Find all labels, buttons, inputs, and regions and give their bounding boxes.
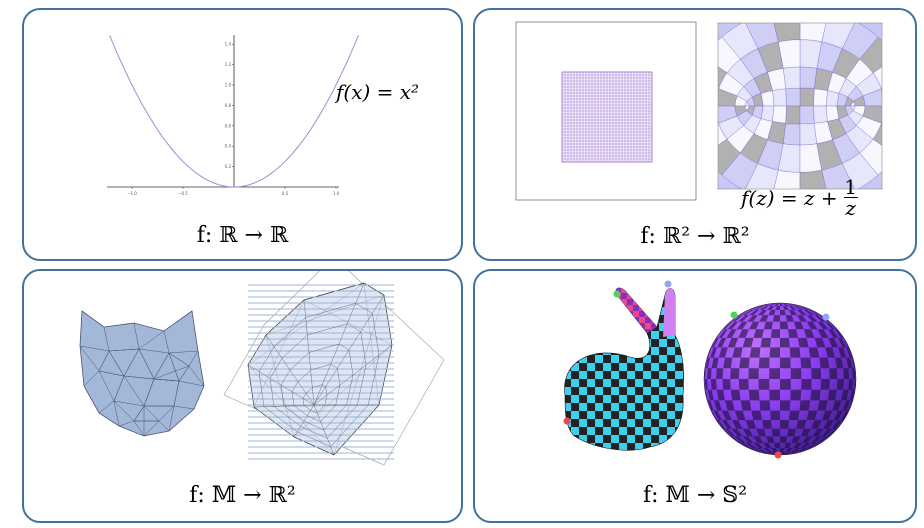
- parabola-curve: [109, 35, 359, 188]
- panel-real-function: −1.0 −0.5 0.5 1.0 0.2 0.4 0.6 0.8 1.0 1.2 1.4 f(x…: [22, 8, 463, 261]
- conformal-map: [717, 22, 883, 190]
- bunny-checker: [563, 280, 685, 451]
- parabola-plot: −1.0 −0.5 0.5 1.0 0.2 0.4 0.6 0.8 1.0 1.2 1.4: [107, 35, 359, 196]
- square-grid: [515, 21, 697, 201]
- caption-real: f: ℝ → ℝ: [196, 223, 289, 248]
- y-tick-label: 0.8: [225, 103, 232, 108]
- y-tick-label: 0.6: [225, 123, 232, 128]
- x-tick-label: −0.5: [178, 191, 188, 196]
- x-tick-label: 1.0: [333, 191, 340, 196]
- caption-mesh-sphere: f: 𝕄 → 𝕊²: [642, 483, 748, 508]
- caption-mesh-plane: f: 𝕄 → ℝ²: [189, 483, 296, 508]
- y-tick-label: 1.2: [225, 62, 232, 67]
- cat-mesh: [79, 310, 205, 437]
- equation-square: f(x) = x²: [336, 80, 420, 104]
- fraction-denominator: z: [845, 196, 856, 220]
- equation-joukowski: f(z) = z + 1 z: [741, 175, 858, 220]
- flattened-mesh: [223, 271, 445, 466]
- x-tick-label: 0.5: [282, 191, 289, 196]
- panel-mesh-to-plane: f: 𝕄 → ℝ²: [22, 269, 463, 523]
- y-tick-label: 1.4: [225, 42, 232, 47]
- sphere-checker: [703, 302, 857, 459]
- fraction-numerator: 1: [844, 175, 858, 199]
- x-tick-label: −1.0: [127, 191, 137, 196]
- caption-complex: f: ℝ² → ℝ²: [640, 224, 750, 249]
- panel-mesh-to-sphere: f: 𝕄 → 𝕊²: [473, 269, 917, 523]
- panel-complex-function: f(z) = z + 1 z f: ℝ² → ℝ²: [473, 8, 917, 261]
- y-tick-label: 0.4: [225, 144, 232, 149]
- y-tick-label: 1.0: [225, 83, 232, 88]
- y-tick-label: 0.2: [225, 164, 232, 169]
